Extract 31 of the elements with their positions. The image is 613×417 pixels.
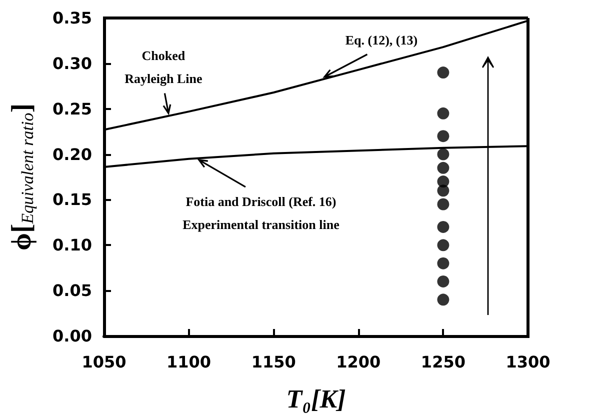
point bbox=[437, 107, 450, 120]
point bbox=[437, 220, 450, 233]
annotation: Eq. (12), (13) bbox=[345, 32, 418, 48]
point bbox=[437, 275, 450, 288]
point bbox=[437, 294, 450, 306]
y-axis-title: ϕ[Equivalent ratio] bbox=[6, 103, 38, 251]
x-tick-label: 1200 bbox=[336, 352, 381, 372]
y-tick-label: 0.30 bbox=[52, 54, 92, 73]
x-tick-label: 1050 bbox=[82, 352, 126, 372]
y-tick-label: 0.00 bbox=[52, 326, 92, 346]
point bbox=[437, 148, 450, 160]
point bbox=[437, 66, 450, 79]
y-tick-label: 0.05 bbox=[52, 281, 92, 300]
x-tick-label: 1300 bbox=[506, 352, 550, 372]
x-tick-label: 1250 bbox=[420, 352, 466, 372]
y-tick-label: 0.10 bbox=[52, 236, 92, 255]
x-axis-title: T₀[K] bbox=[286, 384, 346, 414]
y-tick-label: 0.35 bbox=[52, 8, 92, 28]
annotation: Fotia and Driscoll (Ref. 16) Experimental transition line bbox=[182, 194, 340, 232]
y-tick-label: 0.25 bbox=[52, 99, 92, 118]
point bbox=[437, 130, 450, 142]
annotation: Choked Rayleigh Line bbox=[124, 48, 202, 86]
x-tick-label: 1150 bbox=[251, 352, 296, 372]
point bbox=[437, 162, 450, 174]
point bbox=[437, 257, 450, 270]
y-tick-label: 0.15 bbox=[52, 190, 92, 210]
x-tick-label: 1100 bbox=[166, 352, 212, 372]
point bbox=[437, 239, 450, 252]
point bbox=[437, 184, 450, 197]
y-tick-label: 0.20 bbox=[52, 144, 92, 164]
point bbox=[437, 198, 450, 210]
